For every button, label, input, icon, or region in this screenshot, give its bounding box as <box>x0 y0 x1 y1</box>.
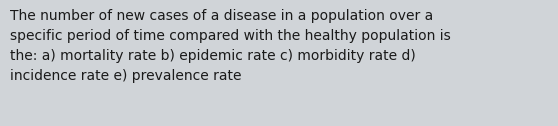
Text: The number of new cases of a disease in a population over a
specific period of t: The number of new cases of a disease in … <box>10 9 451 83</box>
